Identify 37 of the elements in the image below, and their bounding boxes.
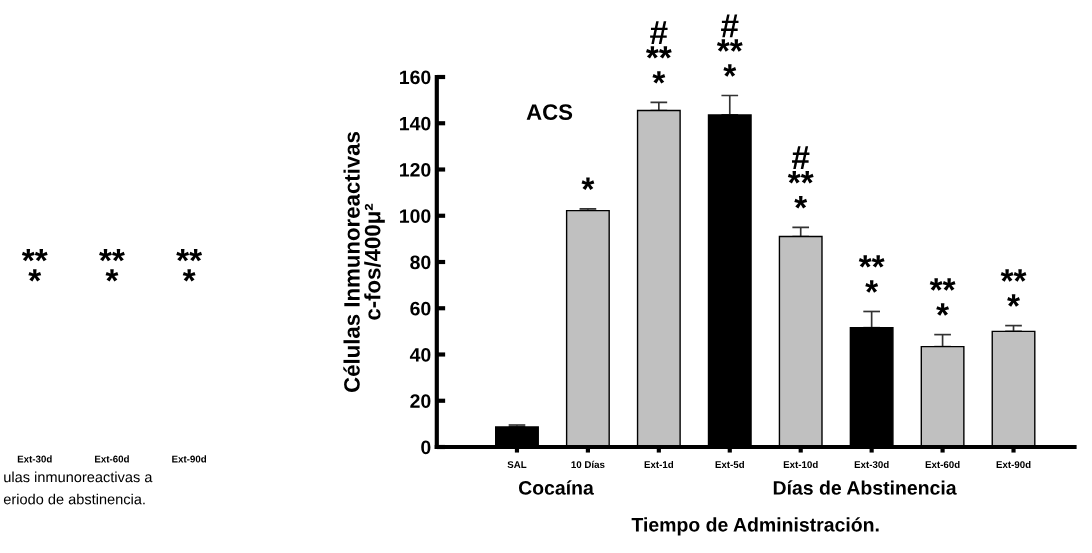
text: ACS [526,104,573,120]
x-tick-label: Ext-60d [925,460,960,469]
text: ** * [176,248,203,282]
x-tick-label: 10 Días [571,460,605,469]
y-axis-title: Células Inmunoreactivas c-fos/400μ² [343,131,385,392]
y-tick-label: 80 [410,255,431,270]
annotation: ** * [858,255,885,293]
text: ** * [99,248,125,282]
y-tick-label: 160 [400,70,431,85]
y-tick-label: 100 [400,209,431,223]
x-tick-label: Ext-30d [854,460,889,469]
x-axis-title: Tiempo de Administración. [631,517,879,536]
x-tick-label: SAL [507,461,527,469]
text: ** * [21,248,48,282]
category-label: Ext-30d [17,455,52,463]
x-tick-label: Ext-5d [715,460,744,469]
text: Días de Abstinencia [773,480,957,495]
annotation: # ** * [716,14,743,77]
y-tick-label: 0 [421,440,431,455]
category-label: Ext-90d [172,455,207,463]
annotation: ** * [1000,269,1027,307]
y-tick-label: 40 [409,347,431,362]
x-tick-label: Ext-10d [783,460,818,469]
annotation: ** * [929,278,956,316]
annotation: * [581,177,595,190]
text: ulas inmunoreactivas a [4,471,153,483]
x-tick-label: Ext-90d [996,460,1031,469]
text: Cocaína [518,480,594,495]
category-label: Ext-60d [95,455,129,463]
x-tick-label: Ext-1d [644,460,674,469]
annotation: # ** * [645,21,672,84]
y-tick-label: 60 [410,301,431,316]
y-tick-label: 120 [400,162,431,177]
y-tick-label: 20 [410,394,431,408]
y-tick-label: 140 [400,116,431,131]
annotation: # ** * [787,146,814,209]
text: eriodo de abstinencia. [3,493,145,505]
